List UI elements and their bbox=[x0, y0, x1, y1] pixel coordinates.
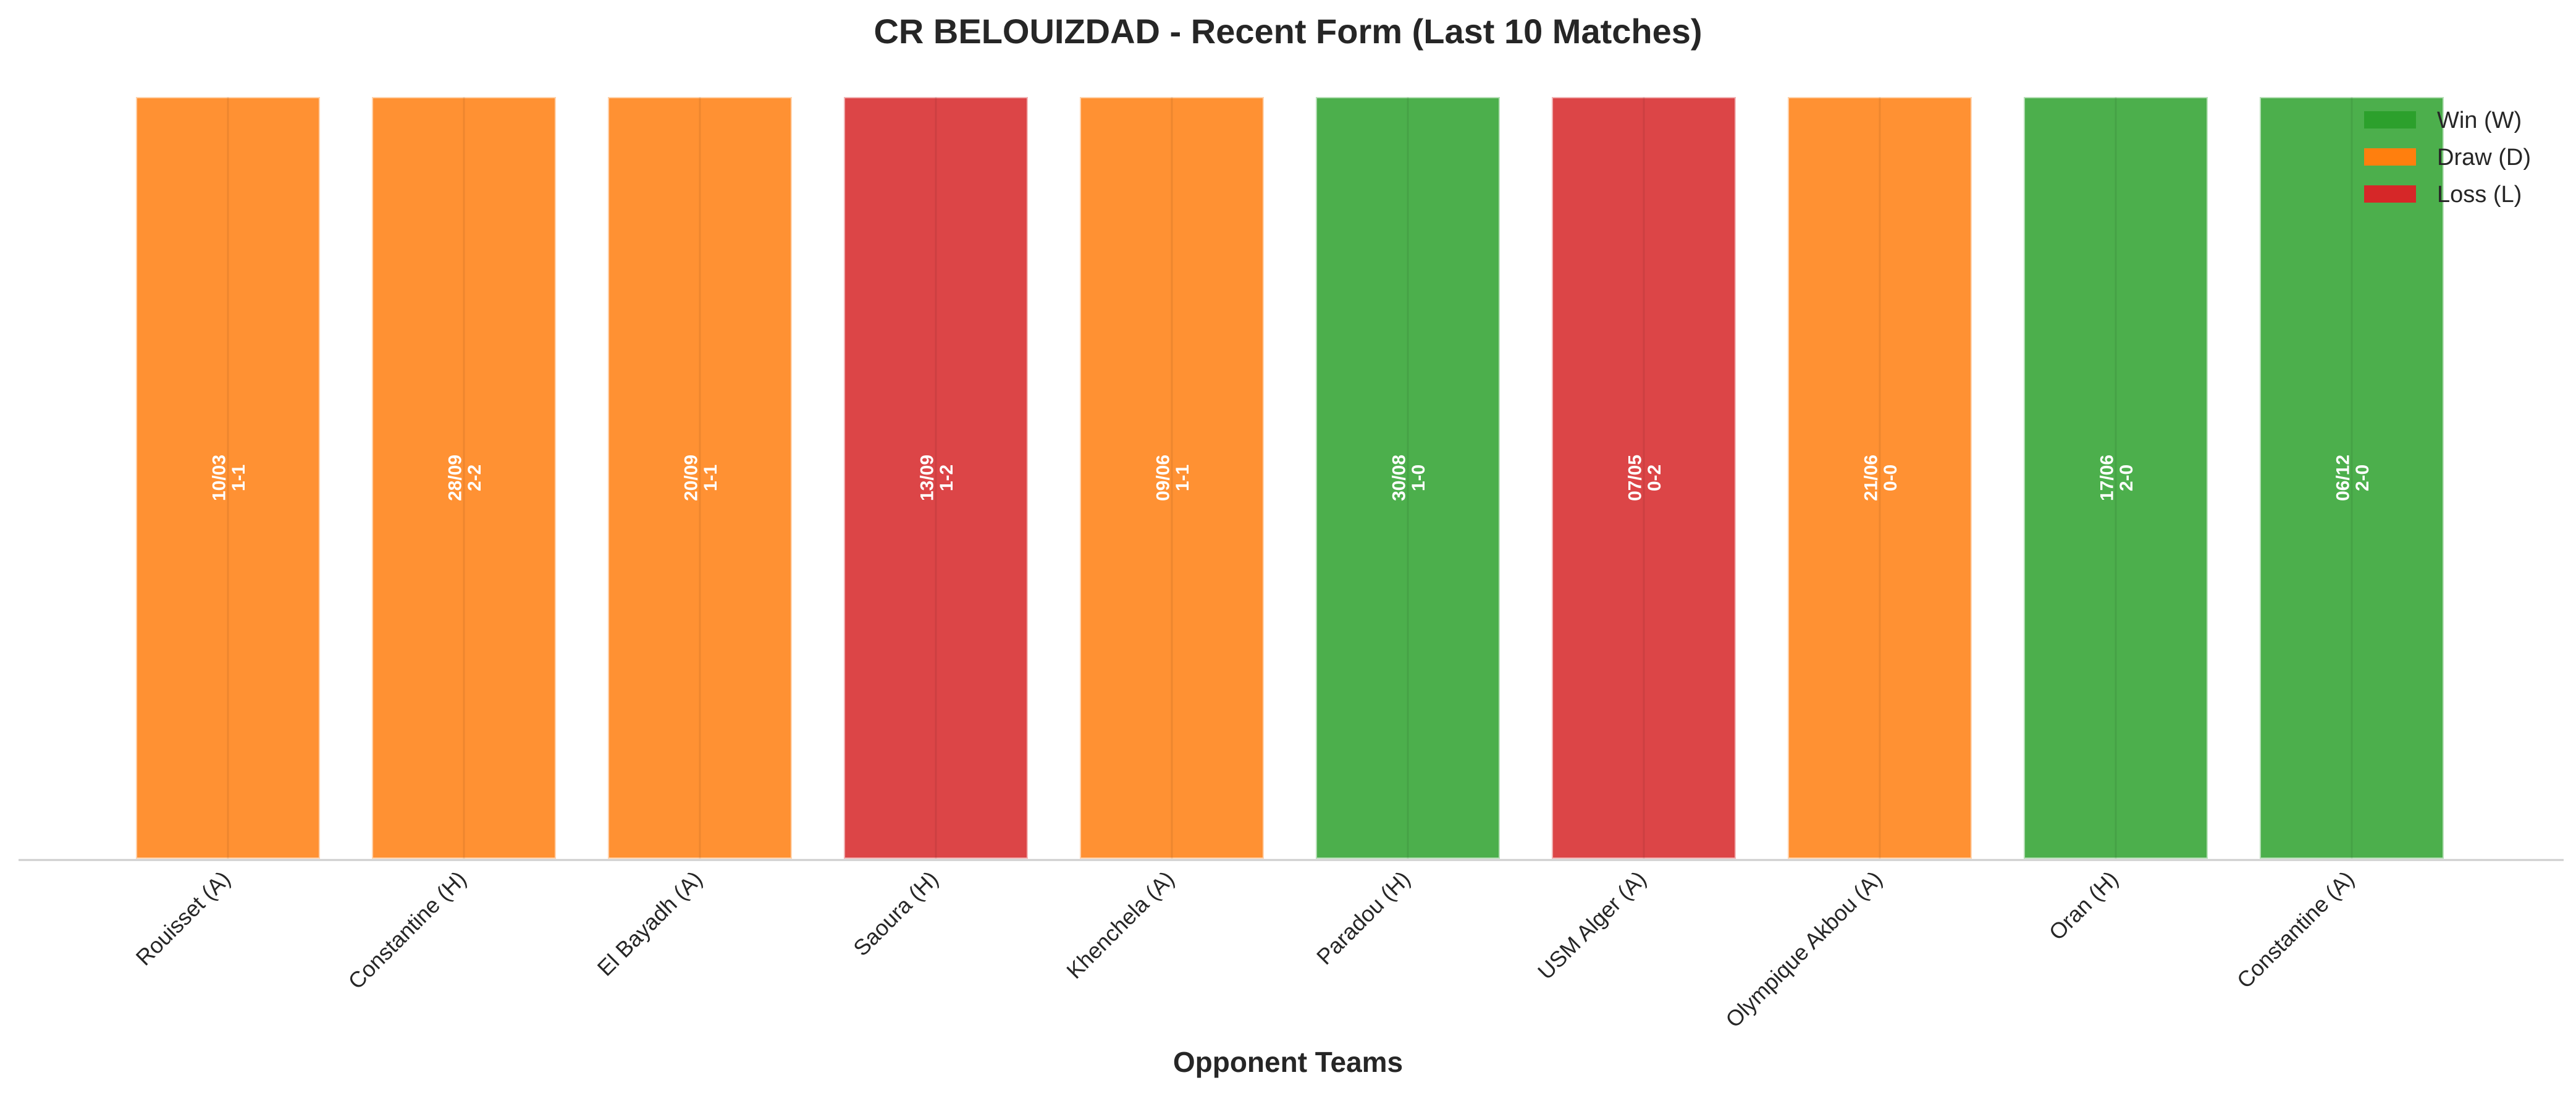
x-tick-label: Constantine (H) bbox=[343, 866, 471, 994]
bar-score-label: 1-0 bbox=[1408, 465, 1429, 491]
legend-label-d: Draw (D) bbox=[2437, 145, 2531, 171]
x-tick-labels: Rouisset (A) Constantine (H) El Bayadh (A)… bbox=[131, 866, 2359, 1033]
x-tick-label: El Bayadh (A) bbox=[592, 866, 707, 981]
bar-data-label: 21/060-0 bbox=[1861, 455, 1901, 501]
bar-date-label: 21/06 bbox=[1861, 455, 1882, 501]
x-tick-label: Rouisset (A) bbox=[131, 866, 235, 971]
bar-data-label: 06/122-0 bbox=[2333, 455, 2373, 501]
bar-data-label: 10/031-1 bbox=[209, 455, 250, 501]
legend-swatch-w bbox=[2364, 111, 2416, 129]
bar-data-label: 13/091-2 bbox=[917, 455, 958, 501]
bar-score-label: 1-1 bbox=[701, 465, 721, 491]
bar-score-label: 2-0 bbox=[2116, 465, 2137, 491]
bar-9-W bbox=[2022, 96, 2209, 860]
bar-score-label: 1-1 bbox=[229, 465, 249, 491]
bar-10-W bbox=[2258, 96, 2445, 860]
bar-score-label: 1-1 bbox=[1172, 465, 1193, 491]
bar-4-L bbox=[843, 96, 1029, 860]
bar-score-label: 2-2 bbox=[465, 465, 485, 491]
bar-data-label: 17/062-0 bbox=[2097, 455, 2137, 501]
x-tick-label: USM Alger (A) bbox=[1533, 866, 1651, 985]
bar-6-W bbox=[1315, 96, 1501, 860]
bar-5-D bbox=[1079, 96, 1265, 860]
legend-label-w: Win (W) bbox=[2437, 107, 2522, 133]
bar-score-label: 0-2 bbox=[1644, 465, 1665, 491]
bar-date-label: 20/09 bbox=[681, 455, 702, 501]
legend-swatch-d bbox=[2364, 148, 2416, 166]
bar-score-label: 2-0 bbox=[2352, 465, 2373, 491]
bar-data-label: 28/092-2 bbox=[445, 455, 486, 501]
legend: Win (W) Draw (D) Loss (L) bbox=[2364, 107, 2531, 208]
x-tick-label: Saoura (H) bbox=[848, 866, 943, 961]
bar-date-label: 10/03 bbox=[209, 455, 230, 501]
bar-score-label: 1-2 bbox=[937, 465, 957, 491]
bar-date-label: 07/05 bbox=[1625, 455, 1646, 501]
x-axis-label: Opponent Teams bbox=[1173, 1046, 1403, 1078]
bar-date-label: 28/09 bbox=[445, 455, 466, 501]
x-tick-label: Olympique Akbou (A) bbox=[1720, 866, 1887, 1033]
bar-data-label: 09/061-1 bbox=[1153, 455, 1193, 501]
bar-3-D bbox=[607, 96, 793, 860]
x-tick-label: Paradou (H) bbox=[1311, 866, 1415, 970]
x-tick-label: Khenchela (A) bbox=[1061, 866, 1179, 984]
bars-layer: 10/031-1 28/092-2 20/091-1 13/091-2 09/061-1… bbox=[135, 96, 2445, 860]
bar-date-label: 17/06 bbox=[2097, 455, 2118, 501]
x-tick-label: Constantine (A) bbox=[2232, 866, 2359, 993]
bar-data-label: 07/050-2 bbox=[1625, 455, 1665, 501]
bar-score-label: 0-0 bbox=[1880, 465, 1901, 491]
bar-7-L bbox=[1551, 96, 1737, 860]
x-tick-label: Oran (H) bbox=[2044, 866, 2123, 945]
bar-2-D bbox=[371, 96, 557, 860]
bar-date-label: 06/12 bbox=[2333, 455, 2354, 501]
legend-label-l: Loss (L) bbox=[2437, 182, 2522, 208]
bar-data-label: 30/081-0 bbox=[1389, 455, 1429, 501]
legend-swatch-l bbox=[2364, 185, 2416, 203]
bar-date-label: 30/08 bbox=[1389, 455, 1410, 501]
bar-date-label: 09/06 bbox=[1153, 455, 1174, 501]
bar-date-label: 13/09 bbox=[917, 455, 938, 501]
chart-title: CR BELOUIZDAD - Recent Form (Last 10 Mat… bbox=[873, 12, 1702, 51]
bar-8-D bbox=[1787, 96, 1973, 860]
bar-1-D bbox=[135, 96, 321, 860]
bar-data-label: 20/091-1 bbox=[681, 455, 722, 501]
